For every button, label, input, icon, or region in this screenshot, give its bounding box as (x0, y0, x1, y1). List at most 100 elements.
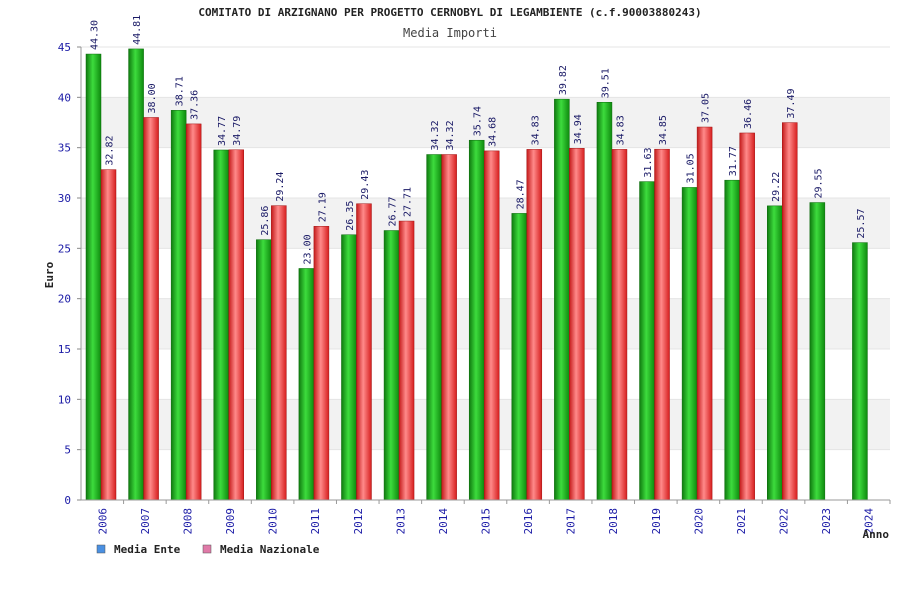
background-band (81, 97, 890, 148)
x-tick-label: 2008 (181, 508, 194, 535)
legend-swatch-media-nazionale (202, 544, 212, 554)
bar-media-ente (85, 53, 102, 501)
bar-media-ente (681, 187, 698, 501)
x-axis-label: Anno (863, 528, 890, 541)
y-tick-label: 25 (58, 242, 71, 255)
bar-media-ente (298, 268, 315, 501)
bar-media-ente (639, 181, 655, 501)
bar-media-nazionale (569, 148, 585, 501)
data-label: 31.05 (686, 153, 697, 183)
y-tick-label: 15 (58, 343, 71, 356)
data-label: 39.82 (558, 65, 569, 95)
x-tick-label: 2015 (480, 508, 493, 535)
x-tick-label: 2018 (607, 508, 620, 535)
x-tick-label: 2019 (650, 508, 663, 535)
x-tick-label: 2022 (778, 508, 791, 535)
bar-media-nazionale (398, 220, 415, 501)
y-tick-label: 10 (58, 393, 71, 406)
x-tick-label: 2021 (735, 508, 748, 535)
bar-media-ente (256, 239, 272, 501)
y-tick-label: 5 (64, 444, 71, 457)
x-tick-label: 2007 (139, 508, 152, 535)
data-label: 25.57 (856, 208, 867, 238)
bar-media-nazionale (526, 149, 543, 501)
bar-media-nazionale (441, 154, 457, 501)
data-label: 34.68 (488, 117, 499, 147)
data-label: 44.30 (90, 20, 101, 50)
x-tick-label: 2024 (863, 508, 876, 535)
data-label: 25.86 (260, 206, 271, 236)
bar-media-ente (383, 230, 400, 501)
bar-media-nazionale (782, 122, 798, 501)
bar-media-ente (170, 110, 187, 501)
data-label: 26.77 (388, 196, 399, 226)
bar-media-ente (852, 242, 868, 501)
data-label: 37.36 (190, 90, 201, 120)
data-label: 38.00 (147, 83, 158, 113)
bar-media-ente (213, 149, 229, 501)
axes-group: 0 5 10 15 20 25 30 35 40 45 2006 2007 2008 2009 2010 20… (58, 41, 891, 535)
x-tick-label: 2010 (267, 508, 280, 535)
data-label: 34.85 (658, 115, 669, 145)
data-label: 37.49 (786, 88, 797, 118)
data-label: 32.82 (105, 136, 116, 166)
bar-media-ente (468, 139, 485, 501)
data-label: 39.51 (600, 68, 611, 98)
x-tick-label: 2009 (224, 508, 237, 535)
bar-media-nazionale (313, 226, 330, 501)
data-label: 36.46 (743, 99, 754, 129)
x-tick-label: 2006 (96, 508, 109, 535)
bar-media-ente (809, 202, 826, 501)
data-label: 29.22 (771, 172, 782, 202)
data-label: 38.71 (175, 76, 186, 106)
x-tick-label: 2012 (352, 508, 365, 535)
x-tick-label: 2014 (437, 508, 450, 535)
x-tick-label: 2016 (522, 508, 535, 535)
bar-media-ente (341, 234, 357, 501)
data-label: 34.32 (445, 120, 456, 150)
bar-media-nazionale (739, 132, 755, 501)
legend-label-media-nazionale: Media Nazionale (220, 543, 320, 556)
bar-media-ente (426, 154, 442, 501)
y-tick-label: 20 (58, 293, 71, 306)
bar-media-ente (596, 102, 613, 501)
x-tick-label: 2023 (820, 508, 833, 535)
data-label: 29.55 (813, 168, 824, 198)
bar-media-nazionale (185, 123, 202, 501)
bar-media-nazionale (611, 149, 628, 501)
bar-media-nazionale (143, 117, 159, 501)
y-tick-label: 0 (64, 494, 71, 507)
data-label: 34.79 (232, 116, 243, 146)
data-label: 34.83 (530, 115, 541, 145)
data-label: 35.74 (473, 106, 484, 136)
data-label: 34.77 (217, 116, 228, 146)
bar-media-ente (511, 213, 528, 501)
bar-media-nazionale (696, 126, 713, 501)
chart-subtitle: Media Importi (403, 26, 497, 40)
bars-group (85, 48, 868, 501)
background-band (81, 47, 890, 98)
data-label: 31.63 (643, 147, 654, 177)
data-label: 27.19 (317, 192, 328, 222)
bar-media-ente (128, 48, 144, 501)
y-axis-label: Euro (43, 261, 56, 288)
bar-media-nazionale (271, 205, 287, 501)
legend-label-media-ente: Media Ente (114, 543, 181, 556)
y-tick-label: 35 (58, 142, 71, 155)
bar-media-ente (554, 98, 570, 501)
bar-media-ente (767, 205, 783, 501)
y-tick-label: 40 (58, 91, 71, 104)
data-label: 29.43 (360, 170, 371, 200)
data-label: 27.71 (403, 187, 414, 217)
data-label: 29.24 (275, 172, 286, 202)
bar-media-nazionale (356, 203, 372, 501)
legend-swatch-media-ente (96, 544, 106, 554)
x-tick-label: 2013 (394, 508, 407, 535)
data-label: 23.00 (302, 234, 313, 264)
bar-media-nazionale (483, 150, 500, 501)
x-tick-label: 2011 (309, 508, 322, 535)
bar-media-nazionale (228, 149, 244, 501)
chart-title: COMITATO DI ARZIGNANO PER PROGETTO CERNO… (198, 6, 701, 19)
